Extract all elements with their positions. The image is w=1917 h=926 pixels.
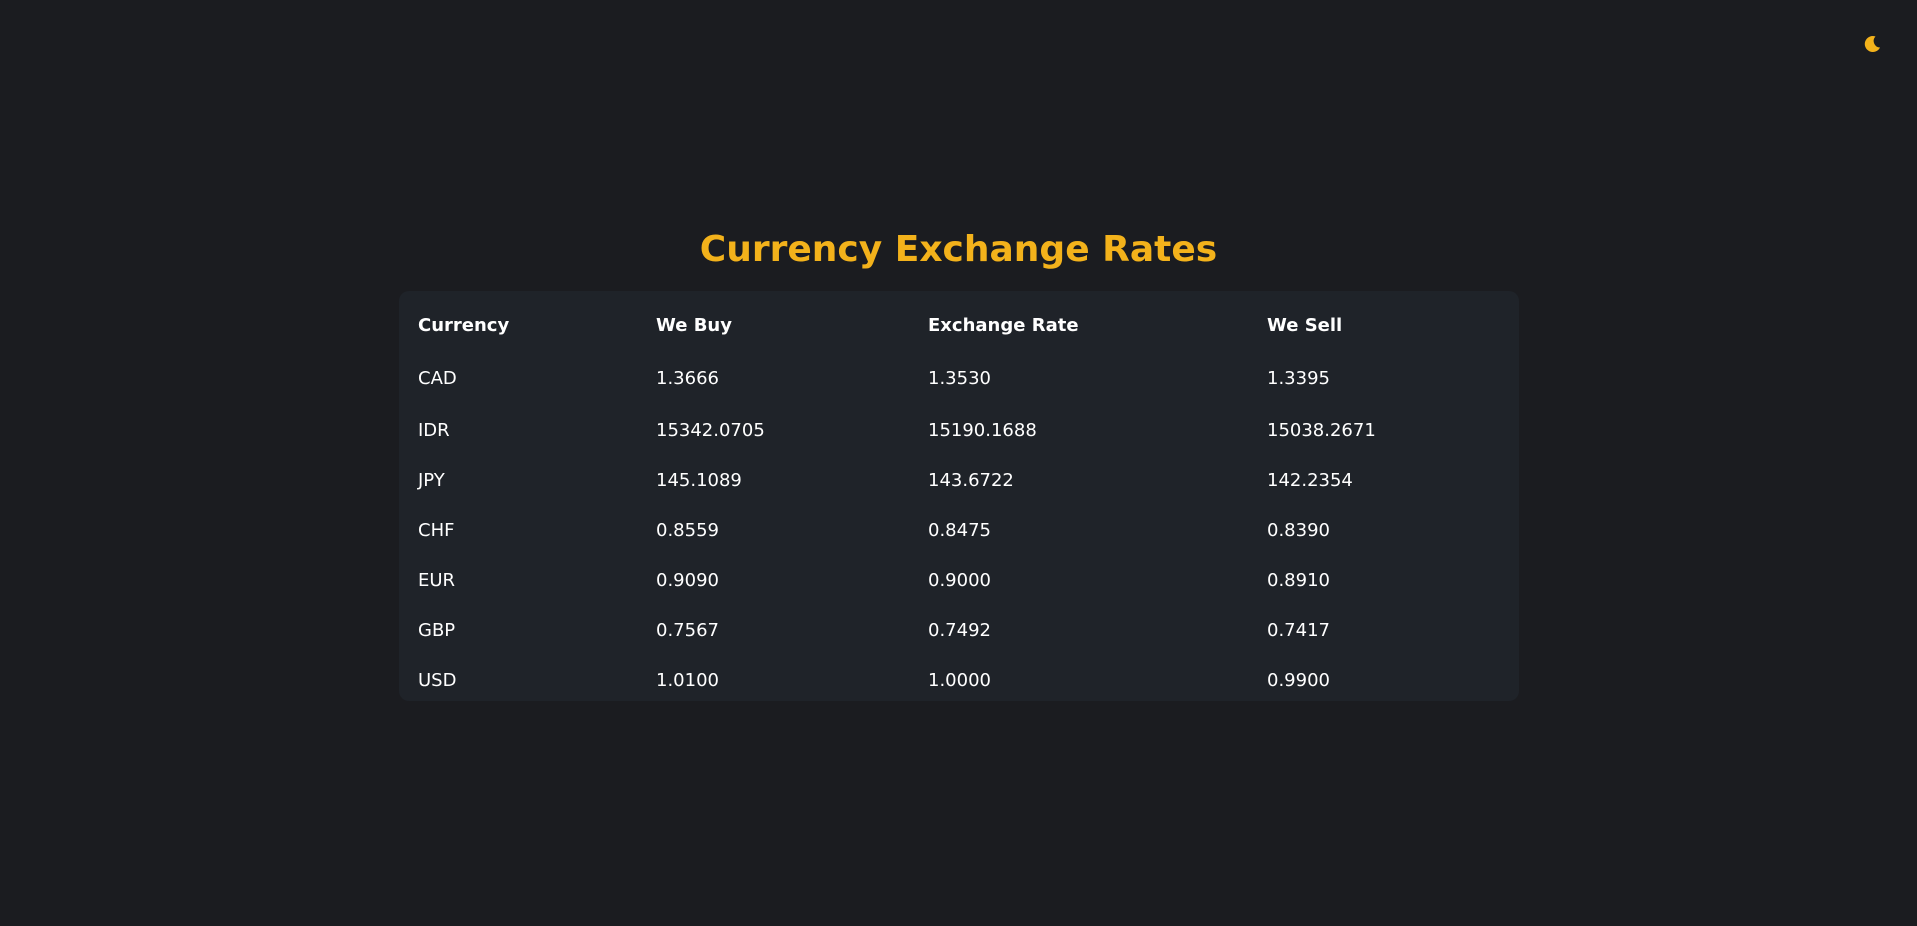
- currency-code: JPY: [418, 469, 445, 491]
- table-row: JPY 145.1089 143.6722 142.2354: [418, 455, 1501, 505]
- we-sell-value: 0.7417: [1267, 619, 1330, 641]
- exchange-rate-value: 1.3530: [928, 367, 991, 389]
- we-buy-value: 145.1089: [656, 469, 742, 491]
- we-sell-value: 1.3395: [1267, 367, 1330, 389]
- we-sell-value: 0.8910: [1267, 569, 1330, 591]
- we-buy-value: 1.3666: [656, 367, 719, 389]
- we-buy-value: 1.0100: [656, 669, 719, 691]
- we-buy-value: 0.7567: [656, 619, 719, 641]
- table-row: EUR 0.9090 0.9000 0.8910: [418, 555, 1501, 605]
- exchange-rate-value: 0.7492: [928, 619, 991, 641]
- column-header-currency: Currency: [418, 314, 510, 336]
- table-header-row: Currency We Buy Exchange Rate We Sell: [418, 303, 1501, 347]
- exchange-rate-value: 143.6722: [928, 469, 1014, 491]
- exchange-rate-value: 0.9000: [928, 569, 991, 591]
- column-header-we-sell: We Sell: [1267, 314, 1343, 336]
- table-row: USD 1.0100 1.0000 0.9900: [418, 655, 1501, 705]
- we-buy-value: 0.9090: [656, 569, 719, 591]
- table-row: CAD 1.3666 1.3530 1.3395: [418, 347, 1501, 405]
- rates-table: Currency We Buy Exchange Rate We Sell CA…: [418, 303, 1501, 705]
- we-sell-value: 15038.2671: [1267, 419, 1376, 441]
- currency-code: EUR: [418, 569, 456, 591]
- currency-code: CAD: [418, 367, 457, 389]
- currency-code: GBP: [418, 619, 456, 641]
- exchange-rate-value: 15190.1688: [928, 419, 1037, 441]
- exchange-rate-value: 1.0000: [928, 669, 991, 691]
- we-buy-value: 15342.0705: [656, 419, 765, 441]
- we-sell-value: 0.8390: [1267, 519, 1330, 541]
- page-title: Currency Exchange Rates: [699, 229, 1218, 270]
- we-sell-value: 142.2354: [1267, 469, 1353, 491]
- we-sell-value: 0.9900: [1267, 669, 1330, 691]
- moon-icon: [1862, 34, 1882, 54]
- column-header-exchange-rate: Exchange Rate: [928, 314, 1079, 336]
- we-buy-value: 0.8559: [656, 519, 719, 541]
- table-row: IDR 15342.0705 15190.1688 15038.2671: [418, 405, 1501, 455]
- currency-code: CHF: [418, 519, 455, 541]
- column-header-we-buy: We Buy: [656, 314, 732, 336]
- currency-code: USD: [418, 669, 457, 691]
- table-row: GBP 0.7567 0.7492 0.7417: [418, 605, 1501, 655]
- exchange-rate-value: 0.8475: [928, 519, 991, 541]
- table-row: CHF 0.8559 0.8475 0.8390: [418, 505, 1501, 555]
- currency-code: IDR: [418, 419, 450, 441]
- theme-toggle-button[interactable]: [1858, 30, 1886, 58]
- rates-panel: Currency We Buy Exchange Rate We Sell CA…: [399, 291, 1519, 701]
